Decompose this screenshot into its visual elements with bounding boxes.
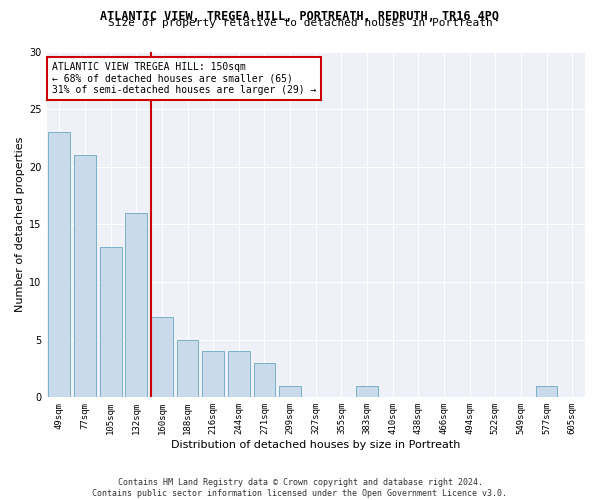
Bar xyxy=(125,213,147,398)
Bar xyxy=(74,155,96,398)
Bar xyxy=(100,248,122,398)
Y-axis label: Number of detached properties: Number of detached properties xyxy=(15,136,25,312)
Text: Contains HM Land Registry data © Crown copyright and database right 2024.
Contai: Contains HM Land Registry data © Crown c… xyxy=(92,478,508,498)
Bar xyxy=(202,351,224,398)
Bar xyxy=(536,386,557,398)
Text: ATLANTIC VIEW TREGEA HILL: 150sqm
← 68% of detached houses are smaller (65)
31% : ATLANTIC VIEW TREGEA HILL: 150sqm ← 68% … xyxy=(52,62,316,95)
Bar xyxy=(176,340,199,398)
Text: ATLANTIC VIEW, TREGEA HILL, PORTREATH, REDRUTH, TR16 4PQ: ATLANTIC VIEW, TREGEA HILL, PORTREATH, R… xyxy=(101,10,499,23)
Bar xyxy=(279,386,301,398)
X-axis label: Distribution of detached houses by size in Portreath: Distribution of detached houses by size … xyxy=(171,440,460,450)
Bar xyxy=(254,363,275,398)
Text: Size of property relative to detached houses in Portreath: Size of property relative to detached ho… xyxy=(107,18,493,28)
Bar xyxy=(228,351,250,398)
Bar xyxy=(151,316,173,398)
Bar xyxy=(356,386,378,398)
Bar xyxy=(49,132,70,398)
